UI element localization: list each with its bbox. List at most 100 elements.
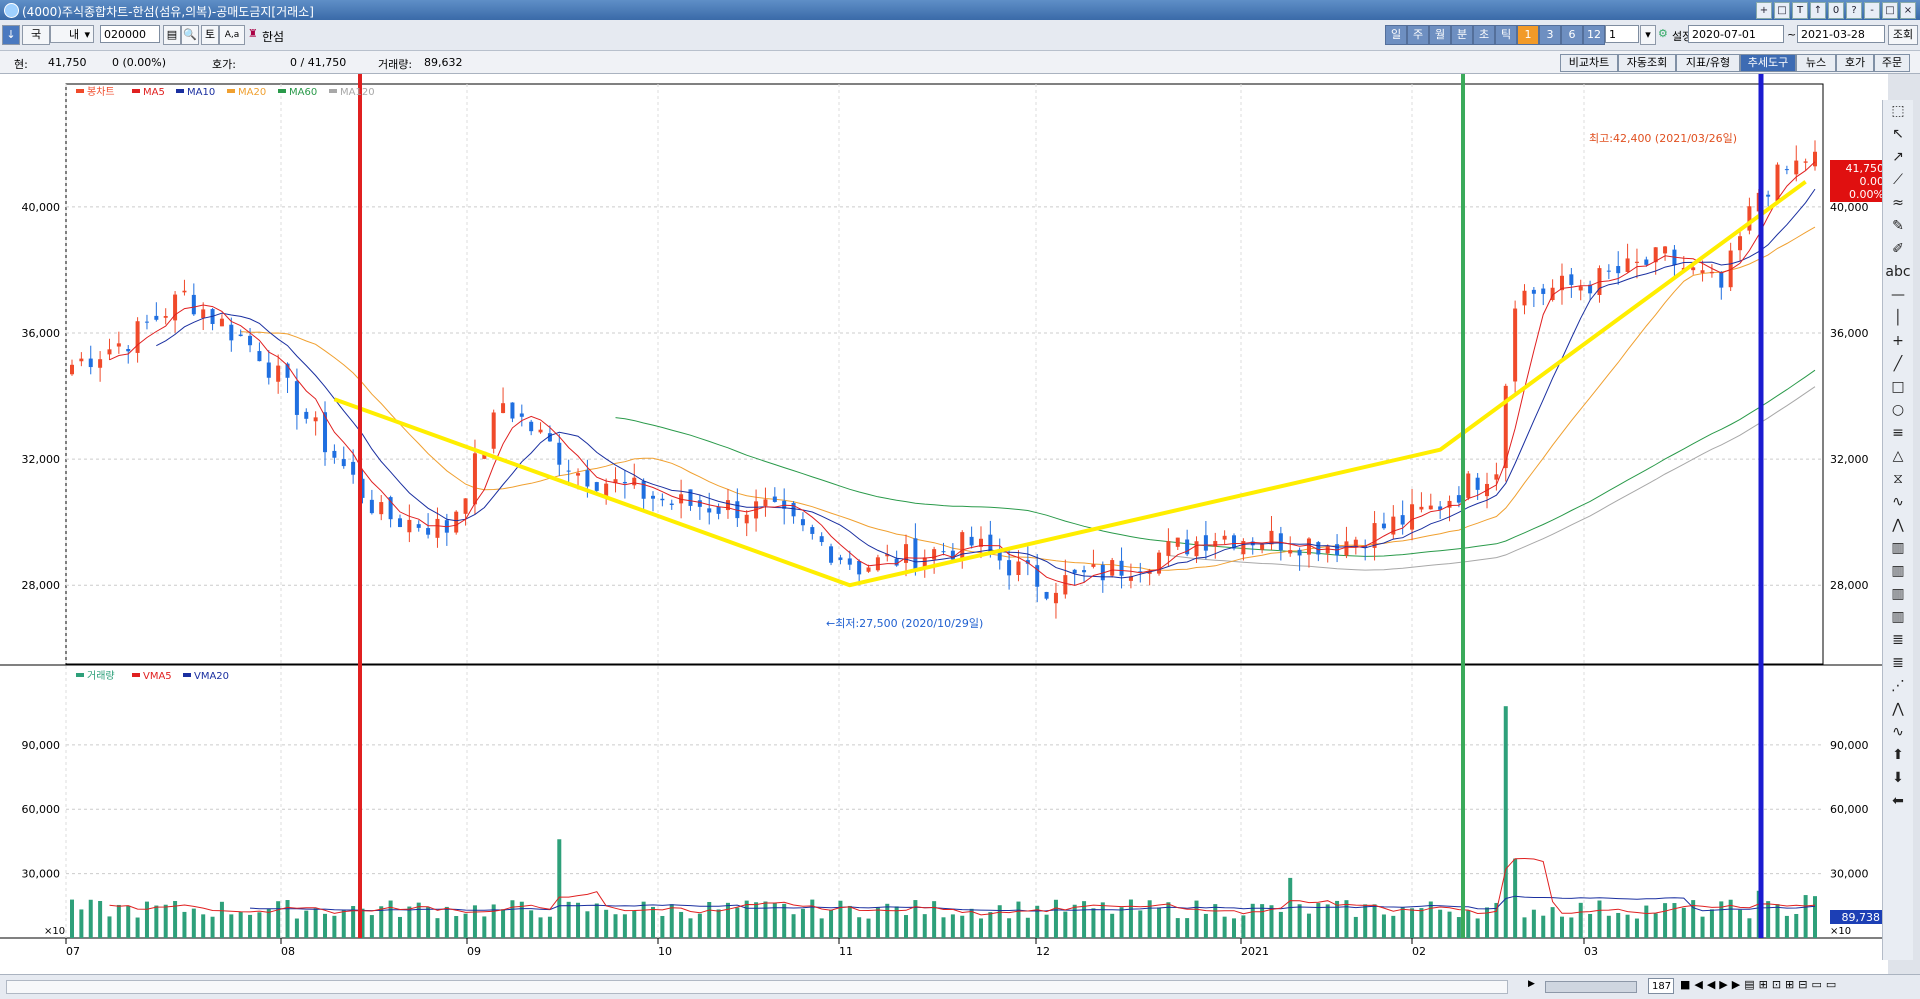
candle-body bbox=[1503, 385, 1508, 469]
volume-bar bbox=[800, 908, 805, 938]
query-button[interactable]: 조회 bbox=[1888, 25, 1918, 45]
drawing-tool-icon[interactable]: ▥ bbox=[1891, 540, 1905, 556]
interval-count-input[interactable]: 1 bbox=[1605, 25, 1639, 43]
volume-bar bbox=[388, 900, 393, 938]
drawing-tool-icon[interactable]: □ bbox=[1891, 379, 1905, 395]
drawing-tool-icon[interactable]: ⬇ bbox=[1892, 770, 1904, 786]
window-button[interactable]: □ bbox=[1882, 2, 1898, 19]
visible-count-input[interactable]: 187 bbox=[1648, 978, 1674, 994]
candle-body bbox=[557, 442, 562, 465]
drawing-tool-icon[interactable]: ∿ bbox=[1892, 724, 1904, 740]
drawing-tool-icon[interactable]: ⋀ bbox=[1892, 517, 1904, 533]
sub-button[interactable]: 호가 bbox=[1836, 54, 1874, 72]
sub-button[interactable]: 주문 bbox=[1874, 54, 1910, 72]
candle-body bbox=[1053, 592, 1058, 604]
sub-button[interactable]: 지표/유형 bbox=[1676, 54, 1740, 72]
window-button[interactable]: - bbox=[1864, 2, 1880, 19]
drawing-tool-icon[interactable]: │ bbox=[1893, 310, 1903, 326]
drawing-tool-icon[interactable]: ⟋ bbox=[1893, 172, 1903, 188]
zoom-slider[interactable] bbox=[1545, 981, 1637, 993]
drawing-tool-icon[interactable]: ⬚ bbox=[1891, 103, 1905, 119]
drawing-tool-icon[interactable]: ↗ bbox=[1892, 149, 1904, 165]
drawing-tool-icon[interactable]: ≡ bbox=[1892, 425, 1904, 441]
period-tab[interactable]: 분 bbox=[1451, 25, 1473, 45]
horizontal-scrollbar[interactable] bbox=[6, 980, 1508, 994]
settings-label[interactable]: 설정 bbox=[1672, 30, 1693, 43]
drawing-tool-icon[interactable]: △ bbox=[1892, 448, 1904, 464]
window-button[interactable]: × bbox=[1900, 2, 1916, 19]
drawing-tool-icon[interactable]: ⧖ bbox=[1893, 471, 1903, 487]
drawing-tool-icon[interactable]: ⬆ bbox=[1892, 747, 1904, 763]
legend-label: MA120 bbox=[340, 87, 375, 98]
playback-controls[interactable]: ■◀◀▶▶▤⊞⊡⊞⊟▭▭ bbox=[1680, 978, 1841, 991]
drawing-tool-icon[interactable]: ⬅ bbox=[1892, 793, 1904, 809]
market-sub-dropdown[interactable]: 내 ▾ bbox=[50, 25, 94, 43]
interval-button[interactable]: 6 bbox=[1561, 25, 1583, 45]
window-button[interactable]: + bbox=[1756, 2, 1772, 19]
scroll-right-icon[interactable]: ▶ bbox=[1528, 979, 1535, 989]
volume-bar bbox=[1794, 913, 1799, 938]
volume-bar bbox=[397, 916, 402, 938]
chevron-down-icon[interactable]: ▾ bbox=[1640, 25, 1656, 45]
drawing-tool-icon[interactable]: ⋀ bbox=[1892, 701, 1904, 717]
stock-chart[interactable]: 40,000 40,000 36,000 36,000 32,000 32,000 28,0… bbox=[0, 74, 1888, 974]
interval-button[interactable]: 12 bbox=[1583, 25, 1605, 45]
interval-button[interactable]: 3 bbox=[1539, 25, 1561, 45]
sub-button[interactable]: 자동조회 bbox=[1618, 54, 1676, 72]
drawing-tool-icon[interactable]: ╱ bbox=[1893, 356, 1903, 372]
drawing-tool-icon[interactable]: ≣ bbox=[1892, 632, 1904, 648]
drawing-tool-icon[interactable]: ≈ bbox=[1892, 195, 1904, 211]
sub-button[interactable]: 비교차트 bbox=[1560, 54, 1618, 72]
volume-bar bbox=[1597, 900, 1602, 938]
drawing-tool-icon[interactable]: ✎ bbox=[1892, 218, 1904, 234]
search-icon[interactable]: 🔍 bbox=[181, 25, 199, 45]
stock-code-input[interactable]: 020000 bbox=[100, 25, 160, 43]
volume-tick-right: 90,000 bbox=[1830, 739, 1869, 752]
candle-body bbox=[922, 557, 927, 568]
window-button[interactable]: 0 bbox=[1828, 2, 1844, 19]
period-tab[interactable]: 월 bbox=[1429, 25, 1451, 45]
drawing-tool-icon[interactable]: + bbox=[1892, 333, 1904, 349]
drawing-tool-icon[interactable]: ▥ bbox=[1891, 586, 1905, 602]
window-button[interactable]: □ bbox=[1774, 2, 1790, 19]
chart-area[interactable]: 40,000 40,000 36,000 36,000 32,000 32,000 28,0… bbox=[0, 74, 1888, 974]
candle-body bbox=[163, 316, 168, 318]
drawing-tool-icon[interactable]: ✐ bbox=[1892, 241, 1904, 257]
candle-body bbox=[894, 558, 899, 566]
drawing-tool-icon[interactable]: ▥ bbox=[1891, 609, 1905, 625]
candle-body bbox=[1288, 550, 1293, 554]
market-select[interactable]: 국 bbox=[22, 25, 50, 45]
candle-body bbox=[1447, 500, 1452, 508]
candle-body bbox=[323, 412, 328, 453]
period-tab[interactable]: 틱 bbox=[1495, 25, 1517, 45]
code-list-icon[interactable]: ▤ bbox=[163, 25, 181, 45]
drawing-tool-icon[interactable]: ○ bbox=[1891, 402, 1905, 418]
window-button[interactable]: T bbox=[1792, 2, 1808, 19]
drawing-tool-icon[interactable]: abc bbox=[1885, 264, 1911, 280]
sub-button[interactable]: 뉴스 bbox=[1796, 54, 1836, 72]
candle-body bbox=[1203, 535, 1208, 551]
date-from-input[interactable]: 2020-07-01 bbox=[1688, 25, 1784, 43]
volume-bar bbox=[1485, 907, 1490, 938]
drawing-tool-icon[interactable]: ≣ bbox=[1892, 655, 1904, 671]
window-button[interactable]: ? bbox=[1846, 2, 1862, 19]
drawing-tool-icon[interactable]: ↖ bbox=[1892, 126, 1904, 142]
drawing-tool-icon[interactable]: ∿ bbox=[1892, 494, 1904, 510]
drawing-tool-icon[interactable]: — bbox=[1891, 287, 1905, 303]
volume-bar bbox=[1494, 902, 1499, 938]
date-to-input[interactable]: 2021-03-28 bbox=[1797, 25, 1885, 43]
period-tab[interactable]: 주 bbox=[1407, 25, 1429, 45]
window-button[interactable]: ↑ bbox=[1810, 2, 1826, 19]
period-tab[interactable]: 초 bbox=[1473, 25, 1495, 45]
sub-button[interactable]: 추세도구 bbox=[1740, 54, 1796, 72]
interval-button[interactable]: 1 bbox=[1517, 25, 1539, 45]
font-size-button[interactable]: A,a bbox=[219, 25, 245, 45]
volume-bar bbox=[1447, 911, 1452, 938]
drawing-tool-icon[interactable]: ⋰ bbox=[1891, 678, 1905, 694]
market-toggle-button[interactable]: ↓ bbox=[2, 25, 20, 45]
drawing-tool-icon[interactable]: ▥ bbox=[1891, 563, 1905, 579]
period-tab[interactable]: 일 bbox=[1385, 25, 1407, 45]
candle-body bbox=[725, 500, 730, 511]
to-button[interactable]: 토 bbox=[201, 25, 219, 45]
settings-gear-icon[interactable]: ⚙ bbox=[1658, 27, 1668, 40]
